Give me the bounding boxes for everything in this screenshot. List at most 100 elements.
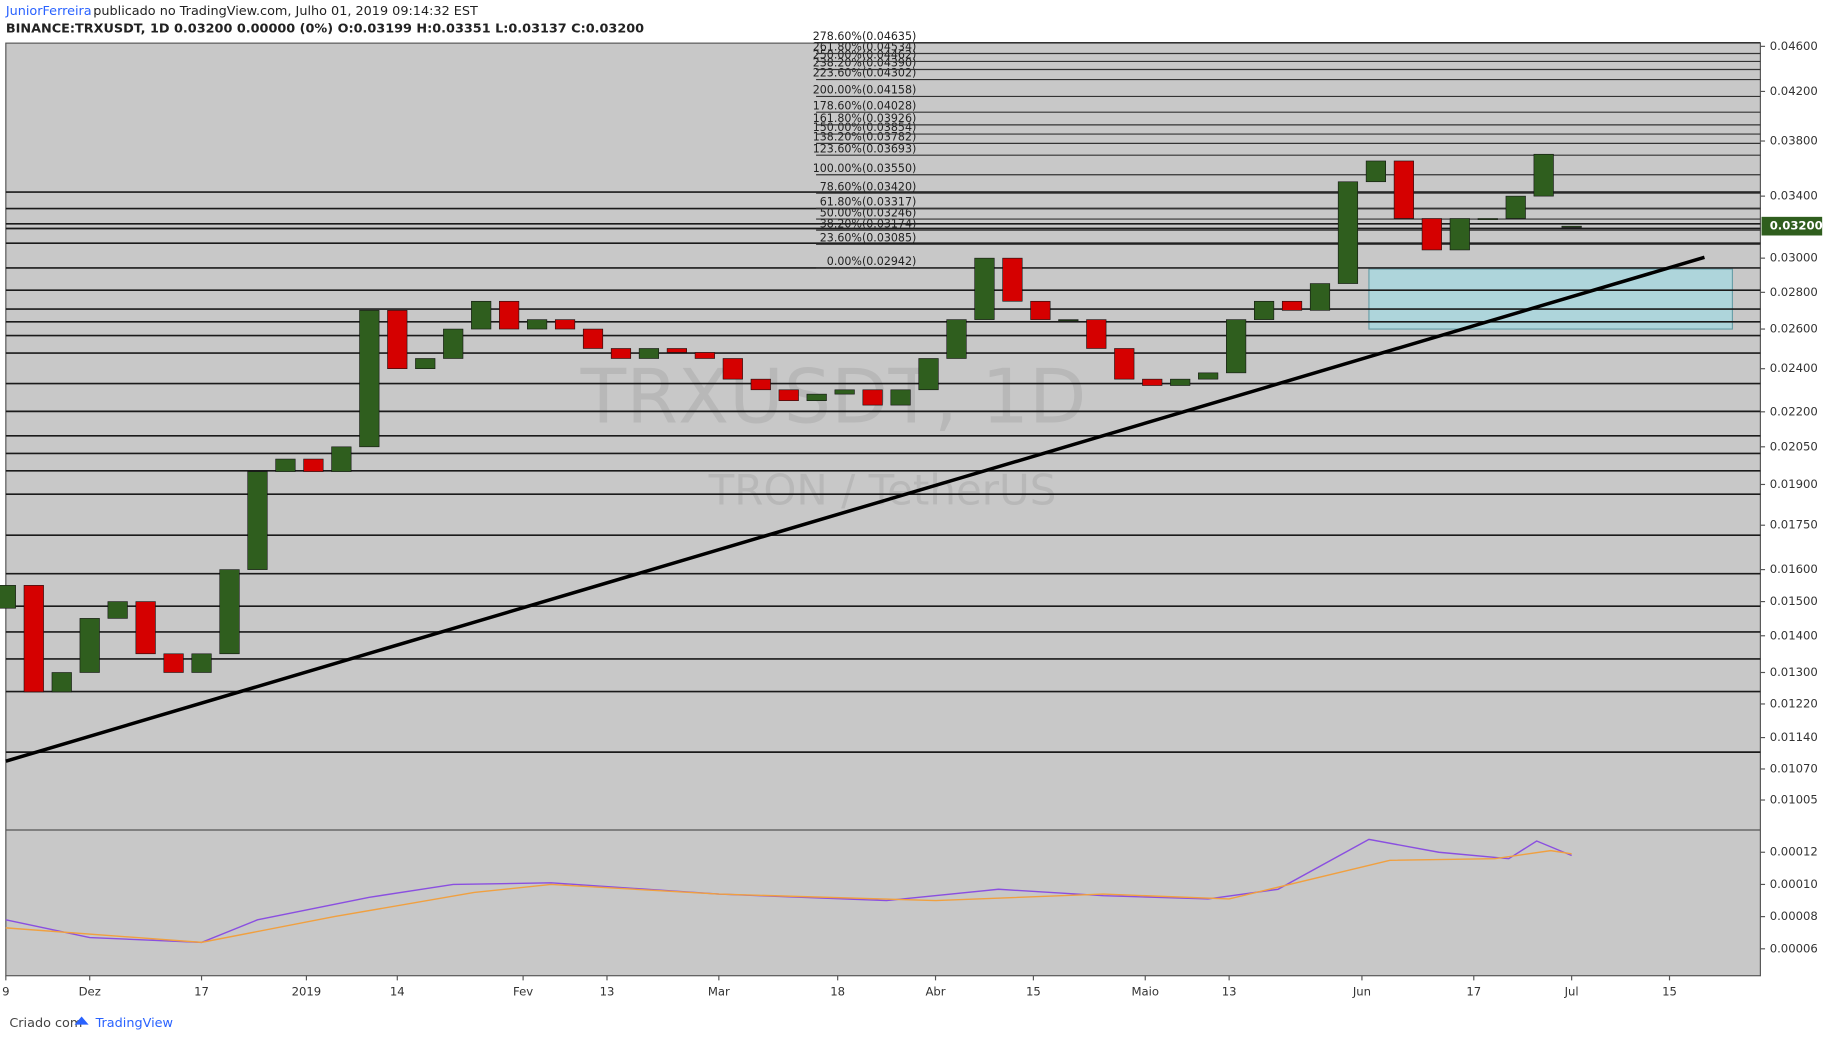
candle — [974, 257, 995, 320]
zone — [1368, 268, 1734, 330]
x-tick-label: 13 — [600, 985, 615, 999]
candle — [778, 389, 799, 401]
candle — [946, 319, 967, 359]
tv-logo — [74, 1016, 89, 1025]
candle — [862, 389, 883, 406]
last-price-box — [1761, 216, 1823, 236]
fib-label: 100.00%(0.03550) — [813, 162, 917, 175]
fib-label: 238.20%(0.04390) — [813, 57, 917, 70]
x-tick-label: 14 — [390, 985, 405, 999]
candle — [247, 471, 268, 570]
candle — [135, 601, 156, 655]
candle — [806, 393, 827, 401]
candle — [23, 585, 44, 693]
candle — [1030, 300, 1051, 320]
candle — [1281, 300, 1303, 311]
candle — [51, 672, 72, 693]
candle — [638, 348, 660, 359]
y-tick-label: 0.01500 — [1770, 594, 1818, 608]
fib-label: 278.60%(0.04635) — [813, 30, 917, 43]
candle — [750, 378, 771, 391]
x-tick-label: Abr — [925, 985, 945, 999]
candle — [554, 319, 576, 330]
author[interactable]: JuniorFerreira — [5, 4, 92, 19]
footer-brand[interactable]: TradingView — [95, 1016, 173, 1031]
candle — [1226, 319, 1247, 374]
candle — [1561, 225, 1582, 228]
candle — [163, 653, 184, 673]
y-tick-label: 0.01750 — [1770, 518, 1818, 532]
y-tick-label: 0.03400 — [1770, 189, 1818, 203]
candle — [303, 458, 324, 472]
fib-label: 23.60%(0.03085) — [820, 231, 917, 244]
y-tick-label: 0.03800 — [1770, 134, 1818, 148]
candle — [331, 446, 352, 472]
y-tick-label: 0.03000 — [1770, 251, 1818, 265]
y-tick-label: 0.00010 — [1770, 877, 1818, 891]
indicator-line — [5, 849, 1572, 944]
x-tick-label: 9 — [2, 985, 9, 999]
candle — [610, 348, 632, 359]
y-tick-label: 0.02400 — [1770, 361, 1818, 375]
y-tick-label: 0.01600 — [1770, 562, 1818, 576]
fib-label: 50.00%(0.03246) — [820, 206, 917, 219]
y-tick-label: 0.01140 — [1770, 730, 1818, 744]
candle — [1337, 181, 1359, 284]
candle — [415, 358, 436, 370]
candle — [443, 328, 464, 359]
candle — [219, 569, 240, 655]
y-tick-label: 0.01070 — [1770, 761, 1818, 775]
candle — [1533, 153, 1554, 197]
candle — [1170, 378, 1191, 386]
candle — [1142, 378, 1163, 386]
candle — [582, 328, 604, 349]
candle — [1421, 218, 1442, 251]
x-tick-label: Jun — [1352, 985, 1371, 999]
y-tick-label: 0.04600 — [1770, 39, 1818, 53]
candle — [1086, 319, 1107, 349]
candle — [834, 389, 855, 395]
watermark: TRXUSDT, 1D — [580, 354, 1087, 441]
candle — [694, 352, 715, 359]
candle — [1058, 319, 1079, 322]
symbol-line: BINANCE:TRXUSDT, 1D 0.03200 0.00000 (0%)… — [6, 22, 644, 37]
fib-label: 0.00%(0.02942) — [827, 255, 917, 268]
indicator-line — [5, 838, 1572, 944]
candle — [471, 300, 492, 330]
x-tick-label: Dez — [79, 985, 101, 999]
y-tick-label: 0.00012 — [1770, 845, 1818, 859]
y-tick-label: 0.00006 — [1770, 941, 1818, 955]
x-tick-label: Maio — [1131, 985, 1159, 999]
candle — [499, 300, 520, 330]
x-tick-label: Jul — [1564, 985, 1579, 999]
x-tick-label: 18 — [830, 985, 845, 999]
y-tick-label: 0.01400 — [1770, 628, 1818, 642]
x-tick-label: 15 — [1662, 985, 1677, 999]
candle — [1393, 160, 1414, 219]
fib-label: 38.20%(0.03174) — [820, 217, 917, 230]
candle — [1253, 300, 1275, 320]
candle — [890, 389, 911, 406]
x-tick-label: Fev — [513, 985, 533, 999]
fib-label: 261.80%(0.04534) — [813, 41, 917, 54]
watermark-subtitle: TRON / TetherUS — [708, 466, 1057, 515]
fib-label: 61.80%(0.03317) — [820, 196, 917, 209]
candle — [79, 618, 100, 673]
chart-layer: 0.00%(0.02942) 23.60%(0.03085)38.20%(0.03… — [0, 30, 1823, 999]
candle — [1309, 283, 1331, 311]
candle — [1114, 348, 1135, 380]
fib-label: 161.80%(0.03926) — [813, 112, 917, 125]
footer: Criado com — [9, 1016, 82, 1031]
candle — [107, 601, 128, 619]
candle — [1365, 160, 1386, 183]
x-tick-label: 15 — [1026, 985, 1041, 999]
y-tick-label: 0.02800 — [1770, 285, 1818, 299]
candle — [1449, 218, 1470, 251]
candle — [191, 653, 212, 673]
y-tick-label: 0.01900 — [1770, 477, 1818, 491]
fib-label: 123.60%(0.03693) — [813, 142, 917, 155]
candle — [666, 348, 687, 353]
x-tick-label: 2019 — [292, 985, 322, 999]
candle — [1002, 257, 1023, 302]
